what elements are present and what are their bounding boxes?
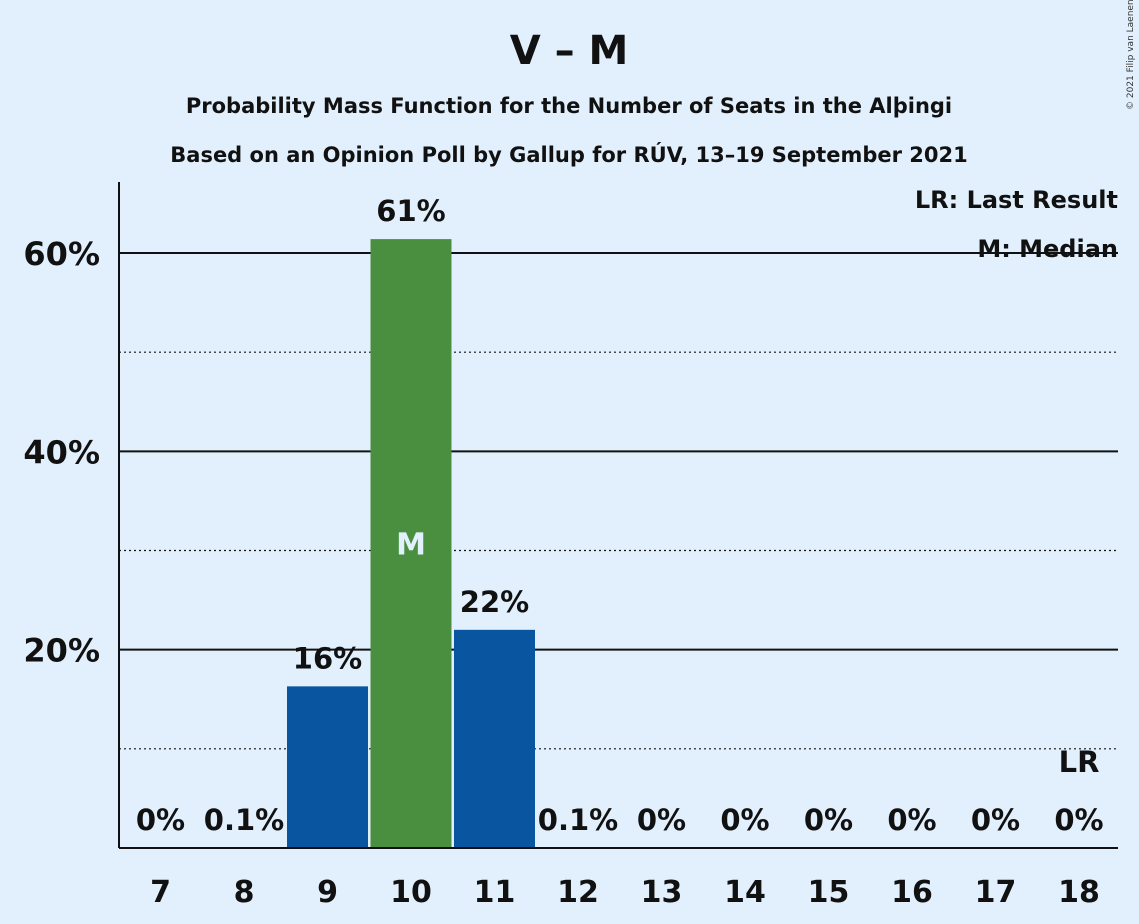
data-labels: 0% 0.1% 16% 61% M 22% 0.1% 0% 0% 0% 0% 0% 0% LR	[136, 194, 1104, 837]
major-gridlines	[119, 252, 1118, 651]
data-label: 22%	[460, 585, 529, 619]
data-label: 0%	[136, 803, 185, 837]
y-tick-label: 20%	[23, 632, 100, 670]
x-tick-label: 11	[474, 875, 516, 910]
x-tick-label: 8	[234, 875, 255, 910]
bars	[203, 239, 619, 848]
data-label: 0%	[637, 803, 686, 837]
legend-median: M: Median	[977, 235, 1118, 263]
chart-subtitle-line-2: Based on an Opinion Poll by Gallup for R…	[170, 142, 967, 167]
bar	[454, 629, 535, 848]
last-result-marker: LR	[1059, 745, 1100, 779]
data-label: 0%	[971, 803, 1020, 837]
data-label: 61%	[376, 194, 445, 228]
x-tick-label: 18	[1058, 875, 1100, 910]
data-label: 0%	[1054, 803, 1103, 837]
x-tick-label: 13	[641, 875, 683, 910]
x-tick-label: 14	[724, 875, 766, 910]
legend-last-result: LR: Last Result	[915, 186, 1118, 214]
data-label: 0%	[887, 803, 936, 837]
median-marker: M	[396, 528, 426, 563]
y-tick-label: 40%	[23, 433, 100, 471]
bar	[370, 239, 452, 848]
data-label: 0.1%	[538, 803, 618, 837]
chart-subtitle-line-1: Probability Mass Function for the Number…	[186, 94, 952, 118]
data-label: 16%	[293, 641, 362, 675]
data-label: 0.1%	[204, 803, 284, 837]
x-tick-label: 12	[557, 875, 599, 910]
data-label: 0%	[720, 803, 769, 837]
chart-title: V – M	[510, 28, 629, 74]
x-tick-label: 7	[150, 875, 171, 910]
minor-gridlines	[119, 351, 1118, 750]
x-tick-label: 10	[390, 875, 432, 910]
y-axis-ticks: 20% 40% 60%	[23, 235, 100, 670]
credit-text: © 2021 Filip van Laenen	[1126, 0, 1136, 110]
x-tick-label: 17	[975, 875, 1017, 910]
x-tick-label: 15	[808, 875, 850, 910]
bar	[287, 686, 368, 848]
y-tick-label: 60%	[23, 235, 100, 273]
data-label: 0%	[804, 803, 853, 837]
x-axis-ticks: 7 8 9 10 11 12 13 14 15 16 17 18	[150, 875, 1100, 910]
x-tick-label: 9	[317, 875, 338, 910]
x-tick-label: 16	[891, 875, 933, 910]
